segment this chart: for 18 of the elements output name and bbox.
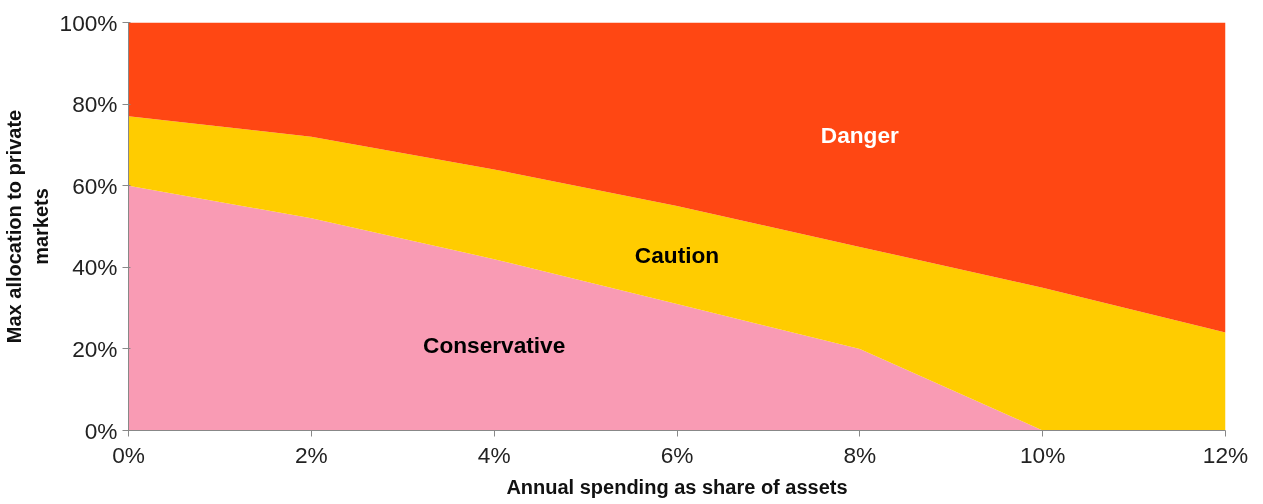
y-tick-label: 60% <box>72 172 118 199</box>
y-tick-label: 20% <box>72 335 118 362</box>
x-tick-label: 0% <box>112 441 145 468</box>
series-label: Conservative <box>423 331 566 358</box>
series-label: Caution <box>634 242 720 269</box>
x-tick-label: 4% <box>477 441 511 468</box>
x-tick-label: 6% <box>660 441 694 468</box>
y-axis-title: Max allocation to private markets <box>3 109 52 344</box>
y-tick-label: 0% <box>84 417 118 444</box>
x-tick-label: 2% <box>294 441 328 468</box>
x-tick-label: 10% <box>1019 441 1066 468</box>
x-tick-label: 8% <box>843 441 877 468</box>
y-tick-label: 40% <box>72 254 118 281</box>
y-tick-label: 80% <box>72 91 118 118</box>
x-tick-label: 12% <box>1202 441 1249 468</box>
x-axis-title: Annual spending as share of assets <box>506 475 848 498</box>
series-label: Danger <box>820 121 900 148</box>
y-tick-label: 100% <box>59 9 118 36</box>
